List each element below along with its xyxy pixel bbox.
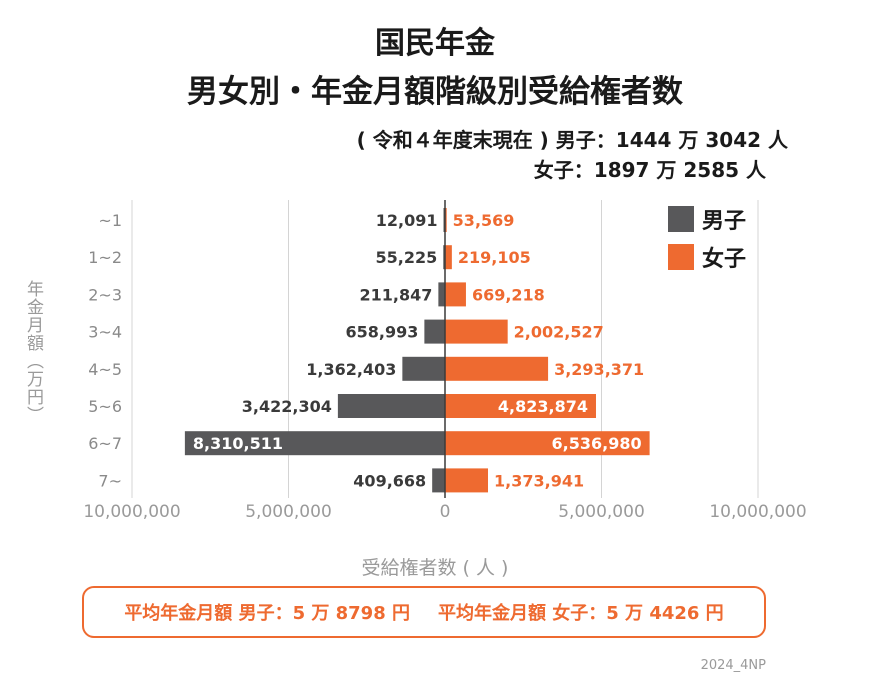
- x-tick-label: 5,000,000: [245, 502, 332, 522]
- data-label-female: 2,002,527: [514, 323, 604, 342]
- average-male: 平均年金月額 男子：5 万 8798 円: [124, 603, 410, 624]
- data-label-male: 658,993: [345, 323, 418, 342]
- bar-female: [445, 431, 650, 456]
- data-label-male: 211,847: [359, 285, 432, 304]
- data-label-male: 409,668: [353, 471, 426, 490]
- data-label-female: 669,218: [472, 285, 545, 304]
- y-tick-label: 6~7: [88, 434, 122, 453]
- footer-code: 2024_4NP: [700, 658, 766, 673]
- legend-item-male: 男子: [668, 200, 746, 238]
- data-label-female: 1,373,941: [494, 471, 584, 490]
- data-label-male: 1,362,403: [306, 360, 396, 379]
- data-label-female: 53,569: [453, 211, 515, 230]
- bar-male: [184, 431, 445, 456]
- diverging-bar-chart: 10,000,000 5,000,000 0 5,000,000 10,000,000 ~…: [83, 200, 807, 522]
- x-tick-label: 10,000,000: [83, 502, 180, 522]
- y-axis-title: 年金月額（万円）: [23, 280, 43, 424]
- data-label-male: 8,310,511: [193, 434, 283, 453]
- legend: 男子 女子: [668, 200, 746, 276]
- bar-female: [445, 208, 447, 232]
- data-label-female: 219,105: [458, 248, 531, 267]
- bar-male: [443, 245, 445, 270]
- legend-label-male: 男子: [702, 209, 747, 234]
- bar-female: [445, 356, 549, 381]
- subtitle-total-female: 女子：1897 万 2585 人: [533, 158, 766, 182]
- y-tick-label: ~1: [98, 211, 122, 230]
- data-label-female: 6,536,980: [552, 434, 642, 453]
- bar-male: [424, 319, 445, 344]
- x-tick-label: 0: [440, 502, 451, 522]
- data-label-male: 55,225: [376, 248, 438, 267]
- bar-male: [402, 356, 445, 381]
- bar-female: [445, 394, 596, 418]
- chart-title-line1: 国民年金: [375, 26, 495, 61]
- y-tick-label: 4~5: [88, 360, 122, 379]
- y-tick-label: 2~3: [88, 285, 122, 304]
- data-label-female: 4,823,874: [498, 397, 588, 416]
- y-tick-label: 5~6: [88, 397, 122, 416]
- legend-label-female: 女子: [702, 247, 747, 272]
- data-label-male: 3,422,304: [242, 397, 332, 416]
- bar-female: [445, 245, 452, 270]
- bar-female: [445, 282, 466, 307]
- legend-item-female: 女子: [668, 238, 746, 276]
- legend-swatch-female: [668, 244, 694, 270]
- chart-title-line2: 男女別・年金月額階級別受給権者数: [187, 74, 683, 110]
- bar-female: [445, 319, 508, 344]
- data-label-male: 12,091: [376, 211, 438, 230]
- average-pension-box: 平均年金月額 男子：5 万 8798 円 平均年金月額 女子：5 万 4426 …: [82, 586, 766, 638]
- average-female: 平均年金月額 女子：5 万 4426 円: [438, 603, 724, 624]
- data-label-female: 3,293,371: [554, 360, 644, 379]
- y-tick-label: 1~2: [88, 248, 122, 267]
- bar-male: [337, 394, 445, 418]
- subtitle-total-male: ( 令和４年度末現在 ) 男子：1444 万 3042 人: [356, 128, 788, 152]
- x-tick-label: 10,000,000: [709, 502, 806, 522]
- y-tick-label: 7~: [98, 471, 122, 490]
- bar-male: [432, 468, 445, 493]
- legend-swatch-male: [668, 206, 694, 232]
- bar-female: [445, 468, 489, 493]
- y-tick-label: 3~4: [88, 323, 122, 342]
- bar-male: [438, 282, 445, 307]
- x-tick-label: 5,000,000: [558, 502, 645, 522]
- x-axis-title: 受給権者数 ( 人 ): [361, 557, 509, 579]
